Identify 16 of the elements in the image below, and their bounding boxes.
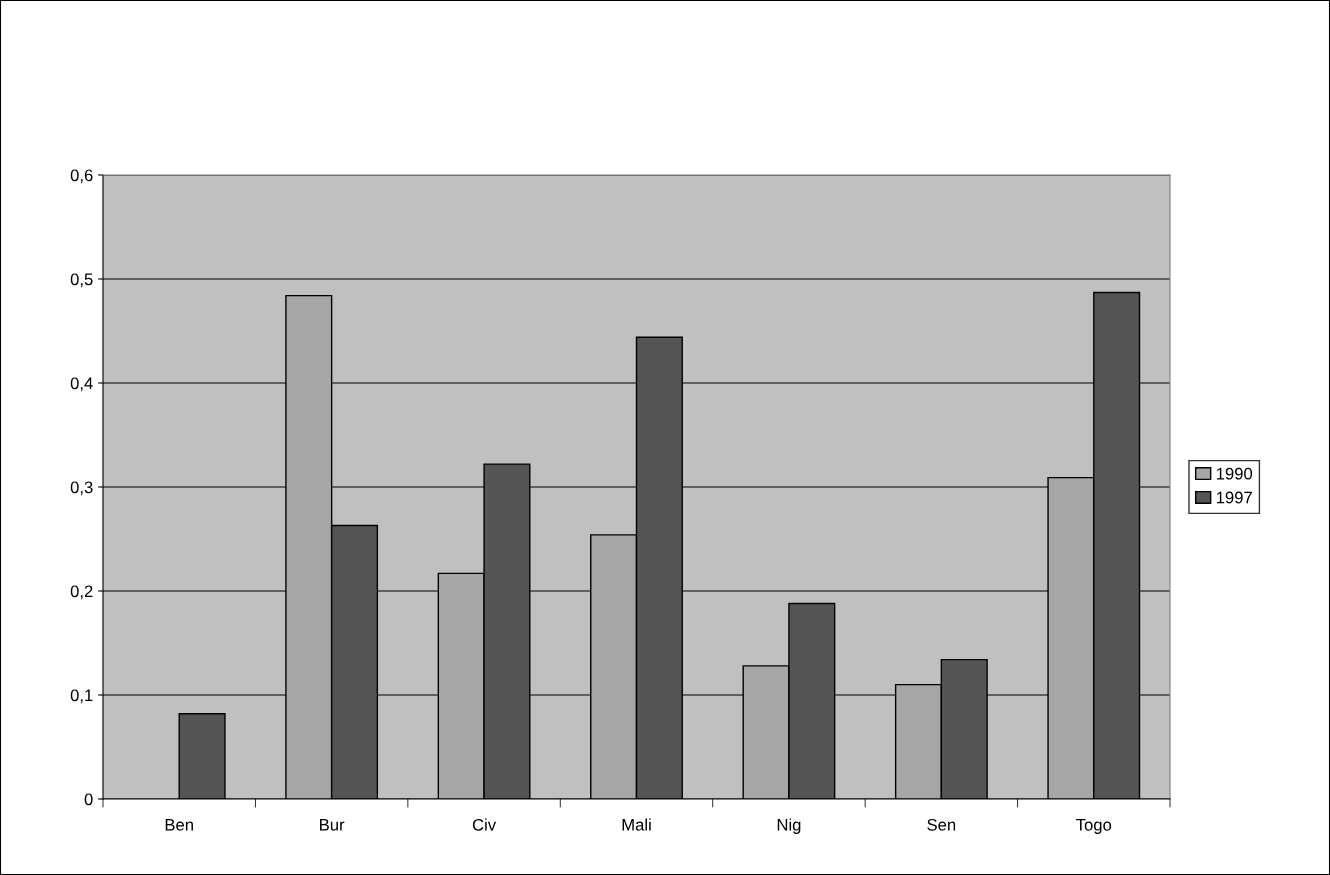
y-tick-label: 0,4 — [70, 377, 93, 392]
x-tick-label: Civ — [472, 818, 497, 831]
legend-label: 1997 — [1216, 491, 1252, 504]
x-tick-label: Bur — [320, 819, 345, 831]
x-tick-label: Togo — [1076, 819, 1112, 834]
y-tick-label: 0,6 — [70, 169, 93, 184]
y-tick-label: 0,5 — [70, 273, 93, 288]
legend-label: 1990 — [1216, 467, 1253, 480]
y-tick-label: 0 — [84, 793, 93, 806]
x-tick-label: Sen — [927, 818, 956, 831]
y-tick-label: 0,3 — [70, 481, 93, 496]
y-tick-label: 0,2 — [70, 585, 93, 600]
x-tick-label: Mali — [622, 818, 651, 831]
x-tick-label: Ben — [165, 819, 193, 831]
y-tick-label: 0,1 — [70, 689, 93, 704]
x-tick-label: Nig — [777, 818, 801, 834]
